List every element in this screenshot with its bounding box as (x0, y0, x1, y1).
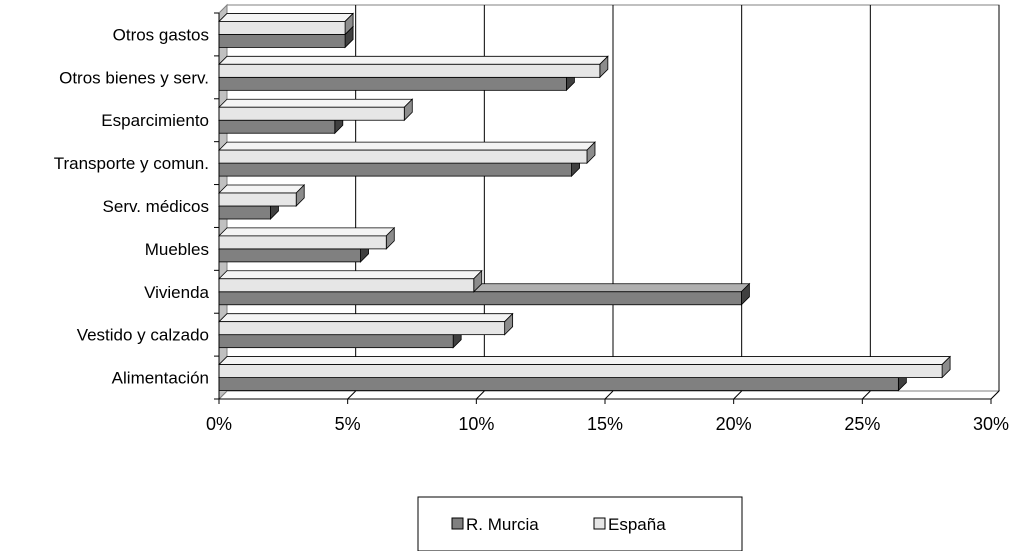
bar (218, 235, 387, 250)
gridline-floor (604, 390, 614, 400)
bars (218, 12, 952, 392)
category-label: Serv. médicos (103, 197, 209, 216)
gridline-floor (733, 390, 743, 400)
bar-top (218, 270, 483, 280)
legend-label: R. Murcia (466, 515, 539, 534)
bar-top (218, 98, 414, 108)
bar (218, 192, 297, 207)
bar (218, 364, 943, 378)
labels: 0% 5% 10% 15% 20% 25% 30% Alimentación Vestido y… (54, 25, 1009, 434)
x-tick-label: 15% (587, 414, 623, 434)
legend-box (417, 496, 743, 551)
bar (218, 377, 899, 391)
category-label: Otros bienes y serv. (59, 68, 209, 87)
legend-swatch (593, 517, 606, 530)
bar-top (218, 313, 514, 323)
bar (218, 63, 601, 78)
axes (214, 12, 992, 404)
category-label: Vivienda (144, 283, 209, 302)
gridline-floor (861, 390, 871, 400)
bar (218, 248, 361, 263)
x-tick-label: 25% (844, 414, 880, 434)
category-label: Otros gastos (113, 25, 209, 44)
bar (218, 162, 572, 177)
bar (218, 119, 336, 134)
gridline-floor (990, 390, 1000, 400)
bar-top (218, 356, 952, 365)
bar (218, 106, 405, 121)
bar (218, 34, 346, 48)
bar (218, 76, 567, 91)
bar (218, 149, 588, 164)
legend: R. Murcia España (417, 496, 743, 551)
category-label: Vestido y calzado (77, 326, 209, 345)
bar-top (218, 55, 609, 65)
category-label: Esparcimiento (101, 111, 209, 130)
bar-top (218, 141, 596, 151)
category-label: Transporte y comun. (54, 154, 209, 173)
x-tick-label: 10% (458, 414, 494, 434)
bar-top (218, 13, 355, 22)
legend-swatch (451, 517, 464, 530)
category-label: Alimentación (112, 369, 209, 388)
bar (218, 21, 346, 35)
category-label: Muebles (145, 240, 209, 259)
legend-label: España (608, 515, 666, 534)
x-tick-label: 0% (206, 414, 232, 434)
bar (218, 334, 454, 349)
gridline-floor (347, 390, 357, 400)
x-tick-label: 20% (716, 414, 752, 434)
gridline-floor (475, 390, 485, 400)
bar (218, 291, 742, 306)
bar-top (218, 227, 396, 237)
x-tick-label: 30% (973, 414, 1009, 434)
x-tick-label: 5% (335, 414, 361, 434)
bar (218, 321, 506, 336)
bar (218, 278, 475, 293)
bar (218, 205, 271, 220)
bar-top (218, 184, 306, 194)
